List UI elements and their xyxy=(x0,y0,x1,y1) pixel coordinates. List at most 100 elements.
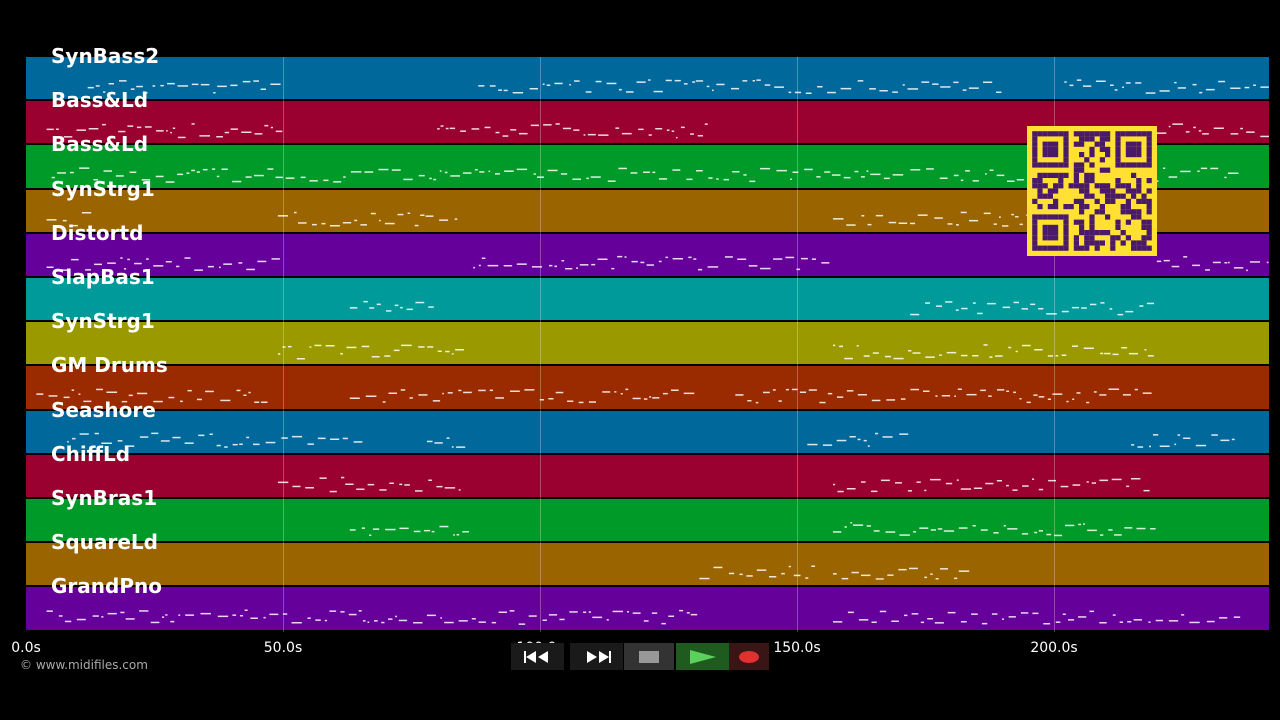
note-mark xyxy=(1068,619,1075,621)
qr-module xyxy=(1141,219,1147,225)
note-mark xyxy=(285,177,295,179)
track-lane[interactable] xyxy=(26,278,1269,321)
note-mark xyxy=(186,172,190,174)
note-mark xyxy=(275,130,283,133)
note-mark xyxy=(220,399,231,402)
qr-module xyxy=(1105,193,1111,199)
note-mark xyxy=(319,477,327,479)
qr-module xyxy=(1042,193,1048,199)
qr-module xyxy=(1047,141,1053,147)
note-mark xyxy=(36,393,44,395)
note-mark xyxy=(1026,401,1031,404)
note-mark xyxy=(46,128,54,131)
track-lane[interactable] xyxy=(26,366,1269,409)
note-mark xyxy=(382,401,386,403)
note-mark xyxy=(153,400,163,403)
note-mark xyxy=(1202,133,1209,135)
note-mark xyxy=(216,175,220,178)
note-mark xyxy=(394,304,399,307)
note-mark xyxy=(606,82,617,85)
note-mark xyxy=(844,357,853,360)
note-mark xyxy=(444,487,456,489)
qr-module xyxy=(1053,131,1059,137)
track-lane[interactable] xyxy=(26,322,1269,365)
note-mark xyxy=(1100,302,1105,304)
qr-module xyxy=(1063,131,1069,137)
note-mark xyxy=(1131,444,1135,446)
record-button[interactable] xyxy=(729,643,769,670)
note-mark xyxy=(1072,345,1078,347)
rewind-button[interactable] xyxy=(511,643,564,670)
qr-module xyxy=(1089,219,1095,225)
note-mark xyxy=(102,123,106,126)
note-mark xyxy=(760,167,771,170)
note-mark xyxy=(960,179,964,182)
qr-module xyxy=(1079,131,1085,137)
track-lane[interactable] xyxy=(26,499,1269,542)
note-mark xyxy=(415,490,423,492)
note-mark xyxy=(1199,91,1203,94)
note-mark xyxy=(46,610,53,612)
note-mark xyxy=(869,88,876,90)
stop-button[interactable] xyxy=(624,643,674,670)
qr-module xyxy=(1094,183,1100,189)
note-mark xyxy=(48,395,58,397)
note-mark xyxy=(223,263,233,265)
note-mark xyxy=(956,479,959,481)
note-mark xyxy=(1117,313,1124,316)
note-mark xyxy=(1060,485,1069,488)
note-mark xyxy=(1121,347,1128,349)
qr-module xyxy=(1037,245,1043,251)
fast-forward-button[interactable] xyxy=(570,643,623,670)
note-mark xyxy=(1090,303,1097,306)
qr-module xyxy=(1047,204,1053,210)
qr-module xyxy=(1032,136,1038,142)
qr-module xyxy=(1131,188,1137,194)
note-mark xyxy=(1069,84,1074,87)
note-mark xyxy=(837,490,844,493)
note-mark xyxy=(88,128,99,130)
note-mark xyxy=(1114,534,1122,536)
qr-module xyxy=(1125,146,1131,152)
note-mark xyxy=(1200,167,1208,170)
track-lane[interactable] xyxy=(26,454,1269,497)
note-mark xyxy=(78,393,81,395)
note-mark xyxy=(565,268,573,270)
note-mark xyxy=(200,612,211,615)
note-mark xyxy=(804,168,813,171)
qr-module xyxy=(1047,214,1053,220)
note-mark xyxy=(987,302,996,305)
note-mark xyxy=(1081,307,1087,309)
qr-module xyxy=(1125,162,1131,168)
note-mark xyxy=(643,398,648,400)
note-mark xyxy=(71,389,75,391)
note-mark xyxy=(675,136,678,139)
note-mark xyxy=(692,81,696,83)
qr-module xyxy=(1079,230,1085,236)
note-mark xyxy=(911,613,919,615)
note-mark xyxy=(781,572,785,575)
track-lane[interactable] xyxy=(26,57,1269,100)
note-mark xyxy=(425,215,434,217)
note-mark xyxy=(674,79,681,82)
note-mark xyxy=(866,525,871,527)
note-mark xyxy=(108,136,114,139)
note-mark xyxy=(450,175,460,177)
note-mark xyxy=(620,393,623,395)
note-mark xyxy=(434,442,443,444)
note-mark xyxy=(555,391,564,394)
track-lane[interactable] xyxy=(26,410,1269,453)
note-mark xyxy=(857,394,867,396)
note-mark xyxy=(230,128,238,130)
qr-module xyxy=(1089,214,1095,220)
note-mark xyxy=(1210,167,1219,170)
track-lane[interactable] xyxy=(26,587,1269,630)
qr-module xyxy=(1047,188,1053,194)
note-mark xyxy=(431,530,435,533)
note-mark xyxy=(871,621,877,623)
track-lane[interactable] xyxy=(26,543,1269,586)
note-mark xyxy=(704,123,708,125)
note-mark xyxy=(1047,355,1053,357)
play-button[interactable] xyxy=(676,643,729,670)
note-mark xyxy=(456,534,460,536)
